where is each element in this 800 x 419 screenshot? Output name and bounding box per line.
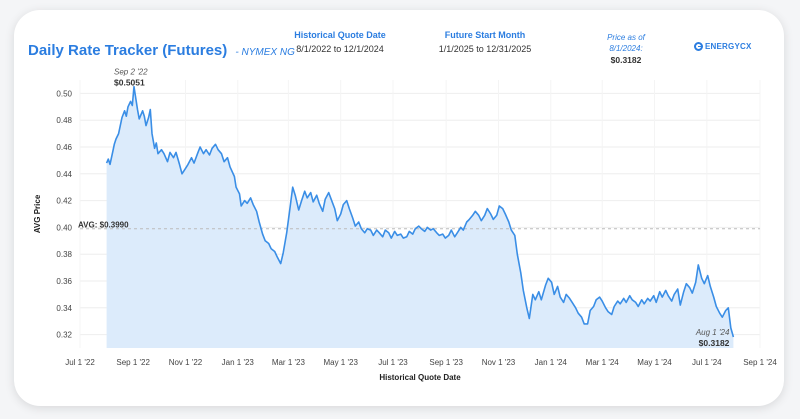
page-title: Daily Rate Tracker (Futures) - NYMEX NG <box>28 42 295 59</box>
y-axis-ticks: 0.32 0.34 0.36 0.38 0.40 0.42 0.44 0.46 0.48 0.50 <box>56 89 72 339</box>
x-axis-ticks: Jul 1 '22 Sep 1 '22 Nov 1 '22 Jan 1 '23 Mar … <box>65 358 777 367</box>
x-tick-label: Sep 1 '24 <box>743 358 777 367</box>
y-tick-label: 0.32 <box>56 331 72 340</box>
y-tick-label: 0.50 <box>56 89 72 98</box>
x-tick-label: Jan 1 '23 <box>222 358 255 367</box>
x-tick-label: Mar 1 '23 <box>272 358 306 367</box>
title-main: Daily Rate Tracker <box>28 42 159 59</box>
quote-date-value: 8/1/2022 to 12/1/2024 <box>296 44 384 54</box>
x-tick-label: Nov 1 '22 <box>169 358 203 367</box>
x-tick-label: May 1 '23 <box>323 358 358 367</box>
price-as-of-value: $0.3182 <box>610 55 642 65</box>
energycx-logo: ENERGYCX <box>694 42 752 51</box>
title-paren: (Futures) <box>162 42 228 59</box>
y-tick-label: 0.48 <box>56 116 72 125</box>
quote-date-block: Historical Quote Date 8/1/2022 to 12/1/2… <box>280 30 400 54</box>
annotation-date: Aug 1 '24 <box>695 328 730 337</box>
price-area <box>106 86 734 348</box>
x-tick-label: Nov 1 '23 <box>482 358 516 367</box>
y-tick-label: 0.36 <box>56 277 72 286</box>
y-tick-label: 0.34 <box>56 304 72 313</box>
x-axis-title: Historical Quote Date <box>379 373 461 382</box>
x-tick-label: Jul 1 '24 <box>692 358 722 367</box>
price-as-of-label-2: 8/1/2024: <box>609 44 643 53</box>
average-label: AVG: $0.3990 <box>78 221 129 230</box>
y-tick-label: 0.44 <box>56 170 72 179</box>
x-tick-label: Sep 1 '23 <box>429 358 463 367</box>
x-tick-label: Sep 1 '22 <box>116 358 150 367</box>
price-series-line <box>105 85 735 338</box>
x-tick-label: Jan 1 '24 <box>535 358 568 367</box>
y-tick-label: 0.42 <box>56 197 72 206</box>
annotation-value: $0.5051 <box>114 78 145 88</box>
y-axis-title: AVG Price <box>33 194 42 233</box>
y-tick-label: 0.38 <box>56 250 72 259</box>
logo-icon <box>694 42 703 51</box>
x-tick-label: Mar 1 '24 <box>586 358 620 367</box>
future-start-value: 1/1/2025 to 12/31/2025 <box>438 44 532 54</box>
y-tick-label: 0.46 <box>56 143 72 152</box>
annotation-value: $0.3182 <box>699 338 730 348</box>
future-start-block: Future Start Month 1/1/2025 to 12/31/202… <box>430 30 540 54</box>
quote-date-label: Historical Quote Date <box>294 30 386 40</box>
x-tick-label: Jul 1 '23 <box>378 358 408 367</box>
price-as-of-block: Price as of 8/1/2024: $0.3182 <box>586 32 666 65</box>
price-as-of-label-1: Price as of <box>607 33 645 42</box>
annotation-date: Sep 2 '22 <box>114 68 148 77</box>
x-tick-label: May 1 '24 <box>637 358 672 367</box>
future-start-label: Future Start Month <box>444 30 526 40</box>
y-tick-label: 0.40 <box>56 223 72 232</box>
logo-text: ENERGYCX <box>705 42 752 51</box>
x-tick-label: Jul 1 '22 <box>65 358 95 367</box>
chart-annotations: Sep 2 '22$0.5051 Aug 1 '24$0.3182 <box>114 68 730 348</box>
title-subtitle: - NYMEX NG <box>235 47 295 58</box>
